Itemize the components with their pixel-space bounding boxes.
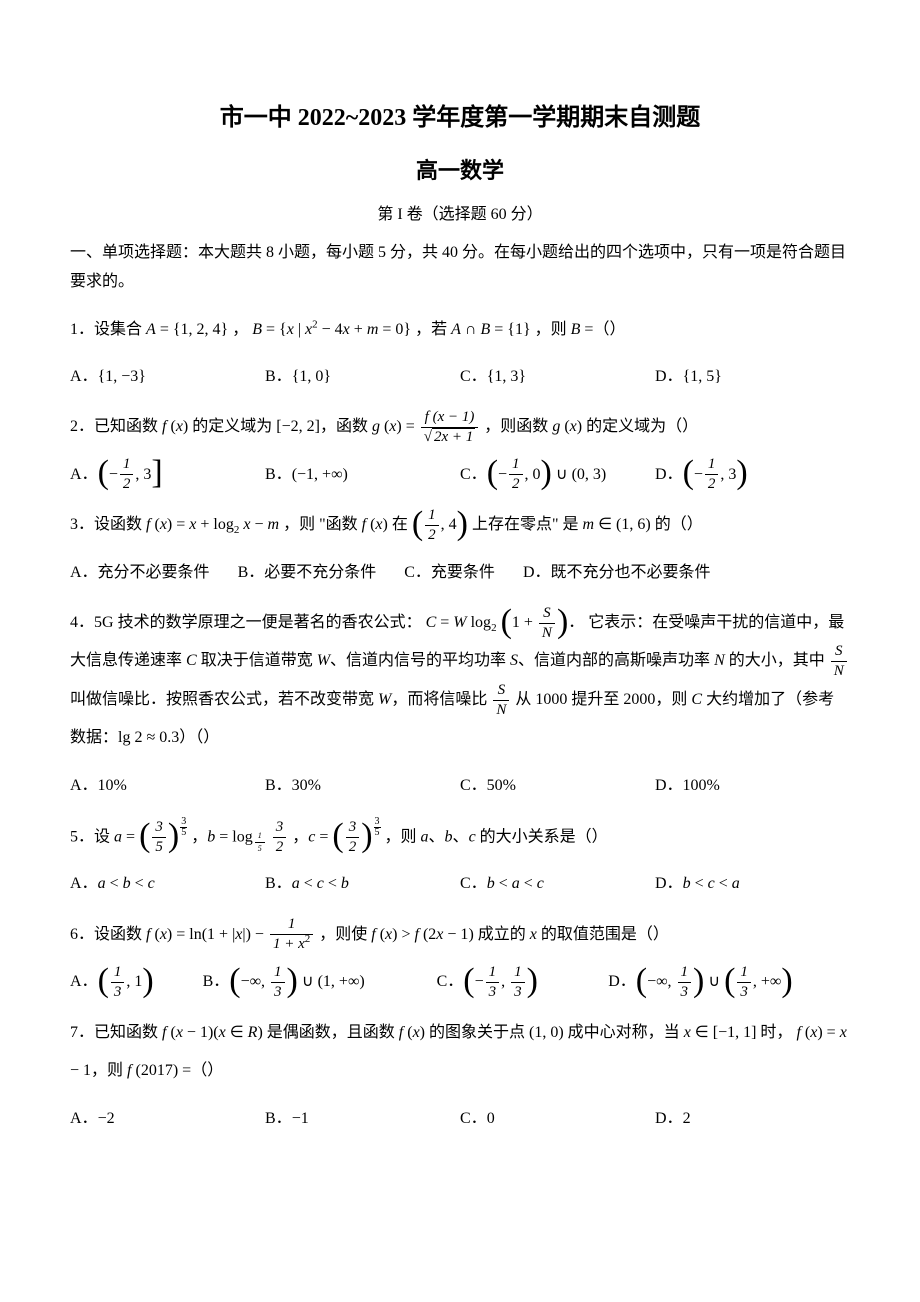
question-5: 5．设 a = (35)35 ，b = log15 32 ，c = (32)35… (70, 817, 850, 857)
question-4-stem: 4．5G 技术的数学原理之一便是著名的香农公式： C = W log2 (1 +… (70, 604, 850, 758)
question-2: 2．已知函数 f (x) 的定义域为 [−2, 2]，函数 g (x) = f … (70, 408, 850, 446)
q6-num: 6． (70, 926, 94, 943)
section-header: 第 I 卷（选择题 60 分） (70, 203, 850, 227)
question-7-stem: 7．已知函数 f (x − 1)(x ∈ R) 是偶函数，且函数 f (x) 的… (70, 1014, 850, 1091)
question-4-options: A．10% B．30% C．50% D．100% (70, 768, 850, 803)
question-6-stem: 6．设函数 f (x) = ln(1 + |x|) − 11 + x2 ，则使 … (70, 916, 850, 954)
q2-opt-b: B．(−1, +∞) (265, 457, 460, 493)
question-1-options: A．{1, −3} B．{1, 0} C．{1, 3} D．{1, 5} (70, 359, 850, 394)
q4-opt-a: A．10% (70, 768, 265, 803)
question-5-stem: 5．设 a = (35)35 ，b = log15 32 ，c = (32)35… (70, 817, 850, 857)
question-6: 6．设函数 f (x) = ln(1 + |x|) − 11 + x2 ，则使 … (70, 916, 850, 954)
q1-opt-d: D．{1, 5} (655, 359, 850, 394)
q6-opt-c: C．(−13, 13) (437, 964, 609, 1000)
question-4: 4．5G 技术的数学原理之一便是著名的香农公式： C = W log2 (1 +… (70, 604, 850, 758)
q5-opt-c: C．b < a < c (460, 866, 655, 901)
q4-opt-c: C．50% (460, 768, 655, 803)
exam-title: 市一中 2022~2023 学年度第一学期期末自测题 (70, 100, 850, 136)
q5-num: 5． (70, 828, 94, 845)
q7-opt-d: D．2 (655, 1101, 850, 1136)
q1-opt-c: C．{1, 3} (460, 359, 655, 394)
q5-opt-b: B．a < c < b (265, 866, 460, 901)
question-7-options: A．−2 B．−1 C．0 D．2 (70, 1101, 850, 1136)
q2-num: 2． (70, 418, 94, 435)
q3-opt-c: C．充要条件 (404, 555, 503, 590)
question-1: 1．设集合 A = {1, 2, 4} ， B = {x | x2 − 4x +… (70, 311, 850, 349)
question-3-stem: 3．设函数 f (x) = x + log2 x − m ，则 "函数 f (x… (70, 506, 850, 544)
q1-opt-a: A．{1, −3} (70, 359, 265, 394)
question-3-options: A．充分不必要条件 B．必要不充分条件 C．充要条件 D．既不充分也不必要条件 (70, 555, 850, 590)
question-2-options: A．(−12, 3] B．(−1, +∞) C．(−12, 0) ∪ (0, 3… (70, 457, 850, 493)
q7-opt-a: A．−2 (70, 1101, 265, 1136)
q5-opt-d: D．b < c < a (655, 866, 850, 901)
q4-opt-d: D．100% (655, 768, 850, 803)
q4-opt-b: B．30% (265, 768, 460, 803)
question-5-options: A．a < b < c B．a < c < b C．b < a < c D．b … (70, 866, 850, 901)
q2-opt-a: A．(−12, 3] (70, 457, 265, 493)
q1-opt-b: B．{1, 0} (265, 359, 460, 394)
q2-opt-d: D．(−12, 3) (655, 457, 850, 493)
q7-num: 7． (70, 1024, 94, 1041)
q3-opt-a: A．充分不必要条件 (70, 555, 218, 590)
q6-opt-b: B．(−∞, 13) ∪ (1, +∞) (203, 964, 437, 1000)
q5-opt-a: A．a < b < c (70, 866, 265, 901)
question-7: 7．已知函数 f (x − 1)(x ∈ R) 是偶函数，且函数 f (x) 的… (70, 1014, 850, 1091)
q2-opt-c: C．(−12, 0) ∪ (0, 3) (460, 457, 655, 493)
question-6-options: A．(13, 1) B．(−∞, 13) ∪ (1, +∞) C．(−13, 1… (70, 964, 850, 1000)
instruction-text: 一、单项选择题：本大题共 8 小题，每小题 5 分，共 40 分。在每小题给出的… (70, 239, 850, 297)
q3-opt-b: B．必要不充分条件 (238, 555, 385, 590)
exam-subtitle: 高一数学 (70, 154, 850, 187)
q3-opt-d: D．既不充分也不必要条件 (523, 555, 719, 590)
question-2-stem: 2．已知函数 f (x) 的定义域为 [−2, 2]，函数 g (x) = f … (70, 408, 850, 446)
q7-opt-b: B．−1 (265, 1101, 460, 1136)
question-1-stem: 1．设集合 A = {1, 2, 4} ， B = {x | x2 − 4x +… (70, 311, 850, 349)
q3-num: 3． (70, 516, 94, 533)
q6-opt-a: A．(13, 1) (70, 964, 203, 1000)
question-3: 3．设函数 f (x) = x + log2 x − m ，则 "函数 f (x… (70, 506, 850, 544)
q6-opt-d: D．(−∞, 13) ∪ (13, +∞) (608, 964, 850, 1000)
q1-num: 1． (70, 321, 94, 338)
q7-opt-c: C．0 (460, 1101, 655, 1136)
q4-num: 4． (70, 614, 94, 631)
